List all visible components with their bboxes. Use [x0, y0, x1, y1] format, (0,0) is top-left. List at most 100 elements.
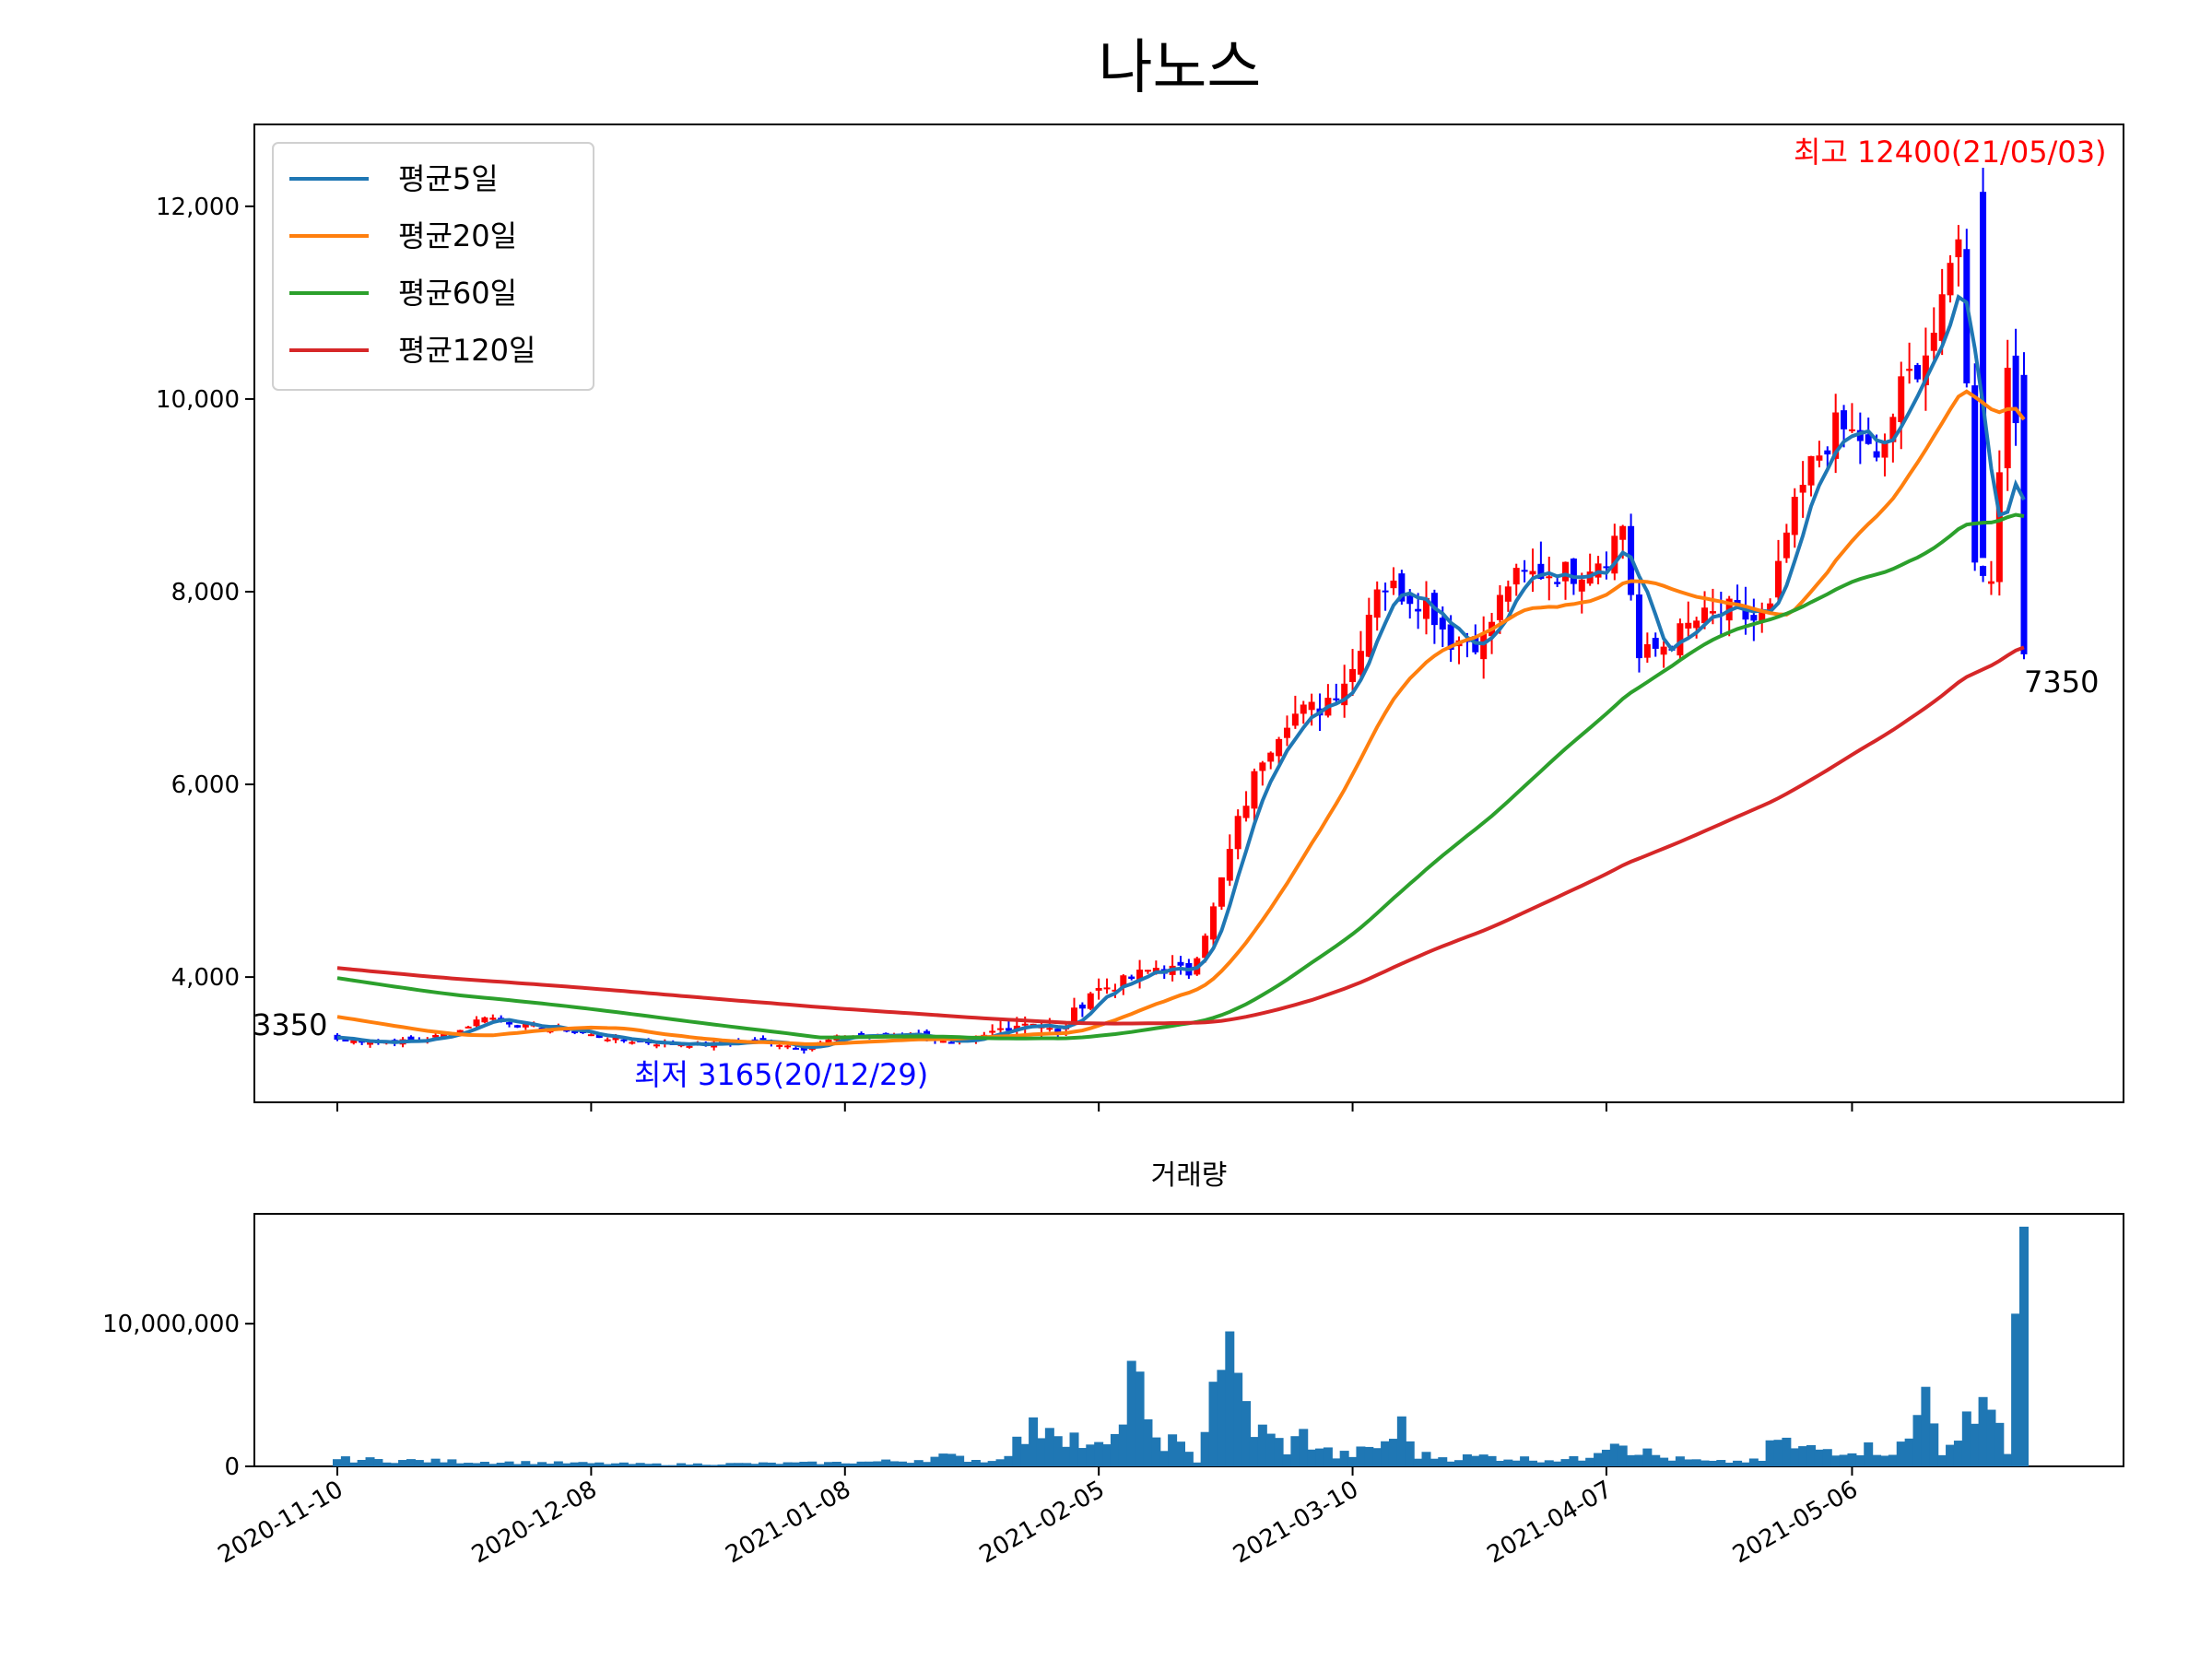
candle-body [1398, 573, 1406, 602]
volume-bar [873, 1461, 883, 1466]
candle-body [1512, 568, 1520, 585]
volume-bar [1347, 1456, 1358, 1466]
volume-bar [947, 1453, 957, 1466]
candle-body [1341, 683, 1348, 706]
candle-body [1922, 355, 1929, 385]
candle-body [1693, 620, 1700, 629]
candle-body [1750, 615, 1758, 621]
volume-bar [1724, 1463, 1735, 1466]
candle-body [1889, 417, 1897, 442]
volume-bar [1864, 1442, 1874, 1466]
moving-average-lines [336, 294, 2026, 1050]
candle-body [1242, 806, 1250, 818]
volume-bar [570, 1462, 580, 1466]
volume-bar [1659, 1457, 1669, 1466]
candle-body [1554, 582, 1561, 584]
volume-bar [766, 1462, 776, 1466]
candle-body [1480, 633, 1488, 660]
candle-body [367, 1042, 374, 1045]
volume-bar [1765, 1440, 1775, 1466]
volume-bar [537, 1462, 547, 1466]
volume-bar [1183, 1452, 1194, 1466]
candle-body [1963, 249, 1971, 383]
candle-body [1611, 535, 1618, 574]
volume-bar [865, 1461, 875, 1466]
volume-bar [643, 1464, 653, 1466]
volume-bar [1135, 1371, 1145, 1466]
volume-bar [1822, 1449, 1832, 1466]
volume-bar [1004, 1455, 1014, 1466]
candle-body [456, 1030, 464, 1035]
volume-bar [1249, 1437, 1259, 1466]
volume-bar [447, 1459, 457, 1466]
volume-bar [1036, 1438, 1046, 1466]
volume-bar [561, 1463, 571, 1466]
volume-bar [2003, 1453, 2013, 1466]
volume-bar [1241, 1401, 1252, 1466]
volume-bar [1953, 1441, 1963, 1466]
candle-body [759, 1038, 767, 1041]
candle-body [686, 1045, 693, 1048]
volume-bar [848, 1463, 858, 1466]
volume-bar [1225, 1331, 1235, 1466]
volume-bar [1667, 1460, 1677, 1466]
volume-title: 거래량 [1151, 1159, 1228, 1192]
candle-body [1980, 566, 1987, 576]
candle-body [465, 1026, 472, 1029]
candle-body [1619, 525, 1627, 540]
volume-bar [406, 1459, 416, 1466]
volume-bar [1307, 1449, 1317, 1466]
candle-body [1987, 581, 1994, 584]
volume-bar [1594, 1453, 1604, 1466]
candle-body [825, 1039, 832, 1044]
volume-bar [1986, 1409, 1996, 1466]
volume-bar [660, 1465, 670, 1466]
volume-bar [1233, 1372, 1243, 1466]
candle-body [1774, 560, 1782, 598]
x-tick-label: 2021-03-10 [1229, 1476, 1363, 1570]
volume-bar [504, 1461, 514, 1466]
candle-body [1226, 849, 1233, 881]
volume-bar [1912, 1415, 1923, 1466]
volume-bar [1651, 1454, 1661, 1466]
volume-bar [1053, 1436, 1063, 1466]
candle-body [1234, 816, 1241, 850]
candle-body [1415, 608, 1422, 612]
candle-body [1898, 376, 1905, 422]
volume-bar [1077, 1448, 1088, 1466]
candle-body [1791, 497, 1798, 535]
candle-body [1848, 429, 1855, 431]
volume-bar [594, 1462, 605, 1466]
volume-bar [1642, 1448, 1653, 1466]
volume-bar [677, 1463, 687, 1466]
candle-body [432, 1035, 440, 1038]
volume-bar [627, 1464, 637, 1466]
annotation-low: 최저 3165(20/12/29) [634, 1057, 928, 1092]
candle-body [604, 1039, 611, 1041]
volume-bar [1061, 1446, 1071, 1466]
volume-bar [1257, 1424, 1267, 1466]
volume-bar [1609, 1443, 1619, 1466]
candle-body [1144, 970, 1151, 972]
volume-bar [496, 1463, 506, 1466]
candle-body [1799, 484, 1806, 493]
volume-bar [2019, 1226, 2029, 1466]
volume-bar [897, 1461, 907, 1466]
volume-bar [1454, 1460, 1465, 1466]
volume-bar [1994, 1422, 2005, 1466]
volume-bar [521, 1461, 531, 1466]
volume-bar [1208, 1382, 1218, 1466]
candle-body [776, 1044, 783, 1047]
volume-bar [488, 1464, 498, 1466]
volume-bar [1946, 1444, 1956, 1466]
candle-body [1677, 623, 1684, 656]
volume-bar [930, 1456, 940, 1466]
candle-body [1218, 877, 1225, 907]
volume-bar [1733, 1460, 1743, 1466]
volume-bar [1520, 1456, 1530, 1466]
volume-bar [684, 1465, 694, 1466]
candle-body [1865, 434, 1872, 444]
volume-bar [1904, 1438, 1914, 1466]
candle-body [1439, 618, 1446, 630]
candle-body [784, 1045, 792, 1048]
